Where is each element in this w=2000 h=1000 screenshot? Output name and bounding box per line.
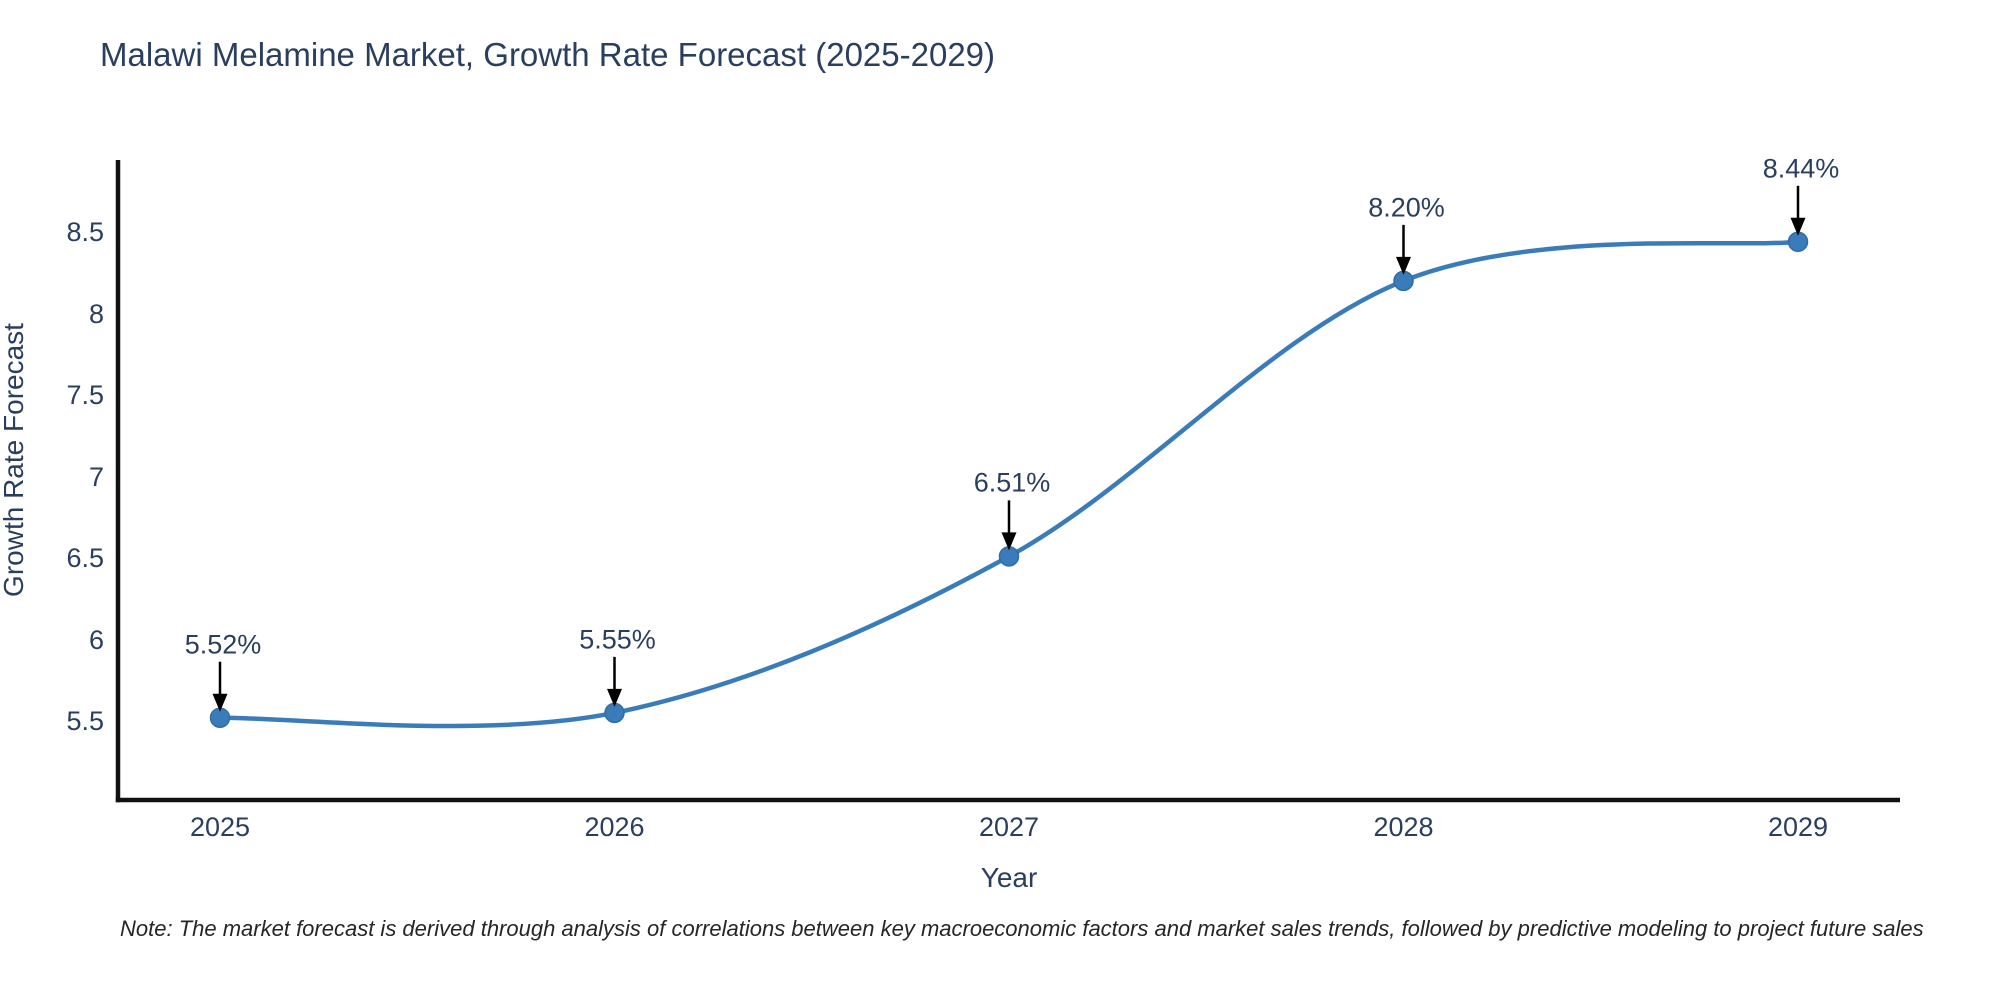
y-tick-label: 7.5 xyxy=(66,380,104,410)
y-tick-label: 8 xyxy=(88,298,104,329)
data-point-value-label: 8.20% xyxy=(1368,192,1445,223)
chart-title: Malawi Melamine Market, Growth Rate Fore… xyxy=(100,36,996,73)
x-tick-label: 2026 xyxy=(584,812,645,842)
x-axis-title: Year xyxy=(980,862,1038,893)
y-tick-label: 8.5 xyxy=(66,217,104,247)
x-tick-label: 2029 xyxy=(1767,812,1829,842)
data-point-value-label: 8.44% xyxy=(1762,153,1840,184)
y-tick-label: 6.5 xyxy=(66,543,104,573)
annotation-arrowhead xyxy=(1790,217,1806,236)
y-tick-label: 6 xyxy=(88,624,104,655)
x-tick-label: 2025 xyxy=(189,812,251,842)
annotation-arrowhead xyxy=(212,693,228,712)
y-tick-label: 5.5 xyxy=(66,706,104,736)
annotation-arrowhead xyxy=(607,688,622,707)
annotation-arrowhead xyxy=(1396,256,1411,275)
footnote-text: Note: The market forecast is derived thr… xyxy=(120,916,1924,941)
data-point-value-label: 5.52% xyxy=(184,629,262,660)
y-tick-label: 7 xyxy=(88,461,104,492)
data-point-value-label: 6.51% xyxy=(973,467,1051,498)
annotation-arrowhead xyxy=(1001,532,1017,551)
x-tick-label: 2027 xyxy=(978,812,1040,842)
data-point-value-label: 5.55% xyxy=(579,624,656,655)
x-tick-label: 2028 xyxy=(1373,812,1434,842)
